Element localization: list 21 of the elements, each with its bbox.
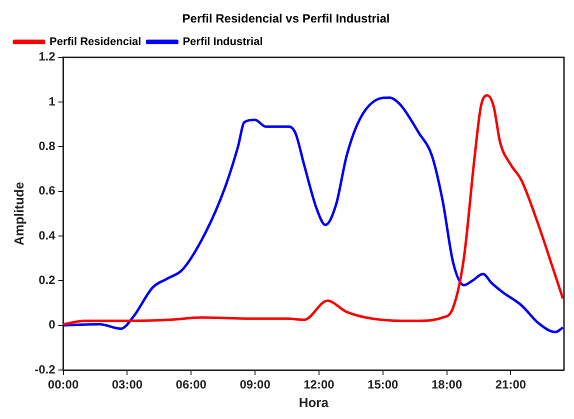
y-tick-label: 0.8 <box>38 139 56 154</box>
x-tick-label: 06:00 <box>176 378 207 392</box>
chart-title: Perfil Residencial vs Perfil Industrial <box>182 12 390 26</box>
legend-label: Perfil Residencial <box>50 36 142 48</box>
y-tick-label: 0.6 <box>38 184 56 198</box>
y-axis-title: Amplitude <box>11 182 26 246</box>
x-tick-label: 15:00 <box>368 378 399 392</box>
x-tick-label: 18:00 <box>431 378 462 392</box>
y-tick-label: 0.4 <box>38 228 56 242</box>
y-tick-label: -0.2 <box>34 362 56 376</box>
x-axis-title: Hora <box>298 394 330 410</box>
y-tick-label: 1 <box>48 94 56 108</box>
x-tick-label: 21:00 <box>495 378 526 392</box>
x-tick-label: 00:00 <box>48 378 79 392</box>
y-tick-label: 0.2 <box>38 273 56 287</box>
legend-label: Perfil Industrial <box>182 36 263 48</box>
y-tick-label: 1.2 <box>38 50 56 64</box>
x-tick-label: 09:00 <box>240 378 271 392</box>
x-tick-label: 03:00 <box>112 378 143 392</box>
y-tick-label: 0 <box>48 318 56 332</box>
x-tick-label: 12:00 <box>304 378 335 392</box>
